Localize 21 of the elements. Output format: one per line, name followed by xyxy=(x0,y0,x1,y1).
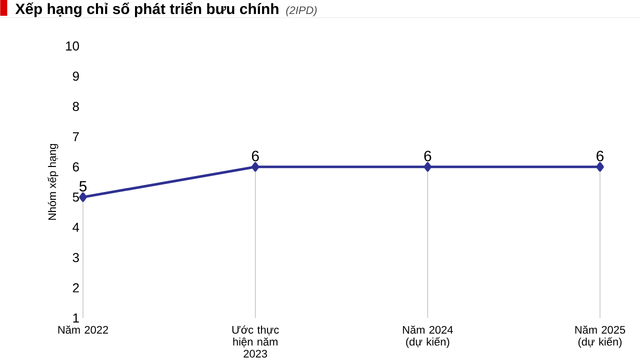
data-label: 5 xyxy=(79,181,87,192)
y-axis-title: Nhóm xếp hạng xyxy=(48,144,58,220)
data-label: 6 xyxy=(424,150,432,162)
y-tick-label: 2 xyxy=(72,283,79,292)
chart-subtitle: (2IPD) xyxy=(286,6,317,16)
y-tick-label: 7 xyxy=(72,132,79,142)
chart-title: Xếp hạng chỉ số phát triển bưu chính xyxy=(15,2,278,18)
y-tick-label: 4 xyxy=(72,222,80,232)
y-tick-label: 8 xyxy=(72,102,79,112)
y-tick-label: 1 xyxy=(73,314,79,322)
y-tick-label: 5 xyxy=(72,192,79,202)
x-tick-label: Năm 2024 (dự kiến) xyxy=(402,326,453,348)
data-label: 6 xyxy=(596,150,604,162)
y-tick-label: 9 xyxy=(72,72,79,81)
y-tick-label: 3 xyxy=(72,252,79,262)
y-tick-label: 10 xyxy=(66,41,79,51)
data-label: 6 xyxy=(252,150,259,162)
x-tick-label: Năm 2025 (dự kiến) xyxy=(575,326,626,348)
x-tick-label: Năm 2022 xyxy=(58,326,108,334)
x-tick-label: Ước thực hiện năm 2023 xyxy=(232,326,279,358)
y-tick-label: 6 xyxy=(72,162,79,172)
